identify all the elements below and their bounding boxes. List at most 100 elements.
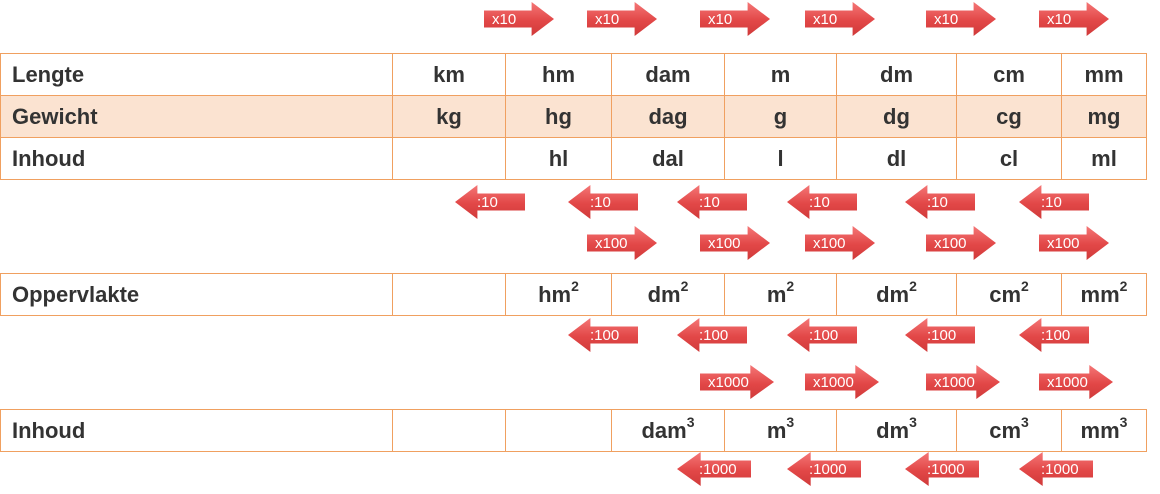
arrow-label: :1000 <box>927 460 965 478</box>
unit-text: dam <box>641 417 687 443</box>
row-lengte: Lengte km hm dam m dm cm mm <box>0 53 1147 96</box>
arrow-label: x10 <box>595 10 620 28</box>
arrow-label: x10 <box>492 10 517 28</box>
row-label: Oppervlakte <box>0 273 393 316</box>
row-label: Inhoud <box>0 409 393 452</box>
times-10-arrow: x10 <box>587 2 657 36</box>
arrow-label: x1000 <box>708 373 749 391</box>
unit-cell: dam <box>611 53 725 96</box>
unit-cell: kg <box>392 95 506 138</box>
unit-cell: ml <box>1061 137 1147 180</box>
arrow-label: x1000 <box>813 373 854 391</box>
unit-text: dm <box>647 281 681 307</box>
times-100-arrow: x100 <box>587 226 657 260</box>
arrow-label: :10 <box>590 193 611 211</box>
arrow-label: x100 <box>708 234 741 252</box>
unit-cell: m2 <box>724 273 837 316</box>
unit-text: dm <box>876 417 910 443</box>
arrow-label: :100 <box>590 326 620 344</box>
unit-cell: m3 <box>724 409 837 452</box>
unit-cell: dl <box>836 137 957 180</box>
divide-100-arrow: :100 <box>677 318 747 352</box>
times-1000-arrow: x1000 <box>805 365 879 399</box>
exponent: 3 <box>786 414 795 431</box>
arrow-label: :1000 <box>1041 460 1079 478</box>
divide-1000-arrow: :1000 <box>787 452 861 486</box>
divide-100-arrow: :100 <box>905 318 975 352</box>
unit-cell: g <box>724 95 837 138</box>
row-oppervlakte: Oppervlakte hm2 dm2 m2 dm2 cm2 mm2 <box>0 273 1147 316</box>
exponent: 2 <box>571 278 579 295</box>
times-1000-arrow: x1000 <box>700 365 774 399</box>
arrow-label: :10 <box>809 193 830 211</box>
arrow-label: :10 <box>699 193 720 211</box>
divide-100-arrow: :100 <box>568 318 638 352</box>
row-label: Lengte <box>0 53 393 96</box>
unit-cell: cg <box>956 95 1062 138</box>
arrow-label: x10 <box>1047 10 1072 28</box>
exponent: 3 <box>686 414 695 431</box>
arrow-label: x100 <box>934 234 967 252</box>
unit-text: m <box>766 281 787 307</box>
units-table-volume: Inhoud dam3 m3 dm3 cm3 mm3 <box>0 409 1147 452</box>
arrow-label: x100 <box>813 234 846 252</box>
unit-cell: dam3 <box>611 409 725 452</box>
times-100-arrow: x100 <box>1039 226 1109 260</box>
divide-10-arrow: :10 <box>1019 185 1089 219</box>
arrow-label: x1000 <box>1047 373 1088 391</box>
unit-cell: mm2 <box>1061 273 1147 316</box>
divide-10-arrow: :10 <box>677 185 747 219</box>
unit-cell: dm <box>836 53 957 96</box>
divide-10-arrow: :10 <box>787 185 857 219</box>
times-10-arrow: x10 <box>700 2 770 36</box>
divide-1000-arrow: :1000 <box>905 452 979 486</box>
unit-cell: l <box>724 137 837 180</box>
row-gewicht: Gewicht kg hg dag g dg cg mg <box>0 95 1147 138</box>
divide-10-arrow: :10 <box>905 185 975 219</box>
unit-text: mm <box>1080 417 1120 443</box>
divide-100-arrow: :100 <box>787 318 857 352</box>
times-100-arrow: x100 <box>700 226 770 260</box>
unit-cell <box>392 409 506 452</box>
times-100-arrow: x100 <box>805 226 875 260</box>
unit-cell: mg <box>1061 95 1147 138</box>
unit-text: m <box>766 417 787 443</box>
unit-text: dm <box>876 281 910 307</box>
unit-text: cm <box>989 417 1021 443</box>
times-10-arrow: x10 <box>484 2 554 36</box>
divide-1000-arrow: :1000 <box>1019 452 1093 486</box>
unit-cell: dm2 <box>611 273 725 316</box>
arrow-label: x100 <box>1047 234 1080 252</box>
unit-cell: mm3 <box>1061 409 1147 452</box>
arrow-label: :1000 <box>809 460 847 478</box>
exponent: 2 <box>909 278 917 295</box>
unit-cell: cl <box>956 137 1062 180</box>
exponent: 2 <box>680 278 689 295</box>
arrow-label: :100 <box>1041 326 1071 344</box>
unit-cell: hm2 <box>505 273 612 316</box>
unit-text: mm <box>1080 281 1120 307</box>
unit-cell: dm3 <box>836 409 957 452</box>
unit-cell: dal <box>611 137 725 180</box>
unit-cell: hg <box>505 95 612 138</box>
arrow-label: x1000 <box>934 373 975 391</box>
unit-cell: hm <box>505 53 612 96</box>
arrow-label: :100 <box>927 326 957 344</box>
arrow-label: :10 <box>927 193 948 211</box>
unit-cell: cm <box>956 53 1062 96</box>
unit-cell: mm <box>1061 53 1147 96</box>
unit-cell <box>392 273 506 316</box>
arrow-label: :100 <box>699 326 729 344</box>
arrow-label: :1000 <box>699 460 737 478</box>
unit-text: hm <box>538 281 572 307</box>
times-1000-arrow: x1000 <box>1039 365 1113 399</box>
unit-cell: cm3 <box>956 409 1062 452</box>
times-1000-arrow: x1000 <box>926 365 1000 399</box>
arrow-label: x10 <box>708 10 733 28</box>
row-label: Gewicht <box>0 95 393 138</box>
units-table-linear: Lengte km hm dam m dm cm mm Gewicht kg h… <box>0 53 1147 180</box>
exponent: 2 <box>786 278 795 295</box>
arrow-label: :10 <box>1041 193 1062 211</box>
unit-cell: dg <box>836 95 957 138</box>
units-table-area: Oppervlakte hm2 dm2 m2 dm2 cm2 mm2 <box>0 273 1147 316</box>
